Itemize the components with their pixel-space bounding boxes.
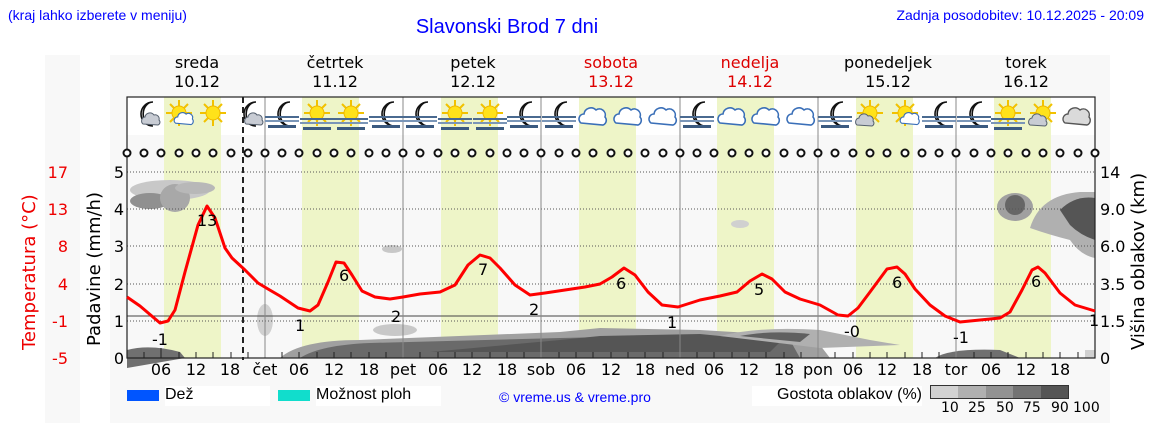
cloud-height-tick: 6.0 [1100,237,1126,256]
day-header: sreda 10.12 [174,53,220,91]
gridlines [127,171,1095,322]
day-header-weekend: nedelja 14.12 [720,53,780,91]
cloud-icon [1062,107,1091,126]
temp-tick: -1 [52,312,68,331]
page-title: Slavonski Brod 7 dni [415,16,599,38]
temp-tick: 4 [57,275,68,294]
temperature-line [126,204,1096,325]
precip-tick: 1 [113,312,124,331]
precip-tick: 5 [113,163,124,182]
storm-legend-label: Možnost ploh [316,386,441,406]
cloud-height-tick: 0 [1100,349,1111,368]
day-header: petek 12.12 [450,53,496,91]
location-hint-link[interactable]: (kraj lahko izberete v meniju) [8,7,187,23]
hour-ticks [143,348,1079,358]
cloud-density-colorbar [930,385,1069,399]
hourly-markers [122,148,1100,158]
precipitation-axis-title: Padavine (mm/h) [84,192,105,346]
precip-tick: 4 [113,200,124,219]
cloud-height-tick: 1.5 [1100,312,1126,331]
last-update: Zadnja posodobitev: 10.12.2025 - 20:09 [896,7,1144,23]
rain-legend-swatch [127,390,159,401]
precip-tick: 3 [113,237,124,256]
cloud-height-tick: 9.0 [1100,200,1126,219]
cloud-height-axis-title: Višina oblakov (km) [1128,172,1149,350]
cloud-density-shading [127,180,1095,368]
copyright-link[interactable]: © vreme.us & vreme.pro [499,389,651,405]
day-header-weekend: sobota 13.12 [583,53,639,91]
storm-legend-swatch [278,390,310,401]
precip-tick: 0 [113,349,124,368]
temp-tick: 13 [47,200,68,219]
temp-tick: 17 [47,163,68,182]
day-header: ponedeljek 15.12 [844,53,932,91]
precip-tick: 2 [113,275,124,294]
rain-legend-label: Dež [165,386,270,406]
day-separators [264,97,957,358]
cloud-height-tick: 3.5 [1100,275,1126,294]
temp-axis-panel [45,55,80,423]
day-header: torek 16.12 [1003,53,1049,91]
day-header: četrtek 11.12 [306,53,364,91]
weather-icons [140,99,1091,130]
day-headers: sreda 10.12 četrtek 11.12 petek 12.12 sobot… [127,53,1097,95]
temp-tick: -5 [52,349,68,368]
cloud-density-label: Gostota oblakov (%) [752,386,922,406]
temp-tick: 8 [57,237,68,256]
cloud-height-tick: 14 [1100,163,1121,182]
